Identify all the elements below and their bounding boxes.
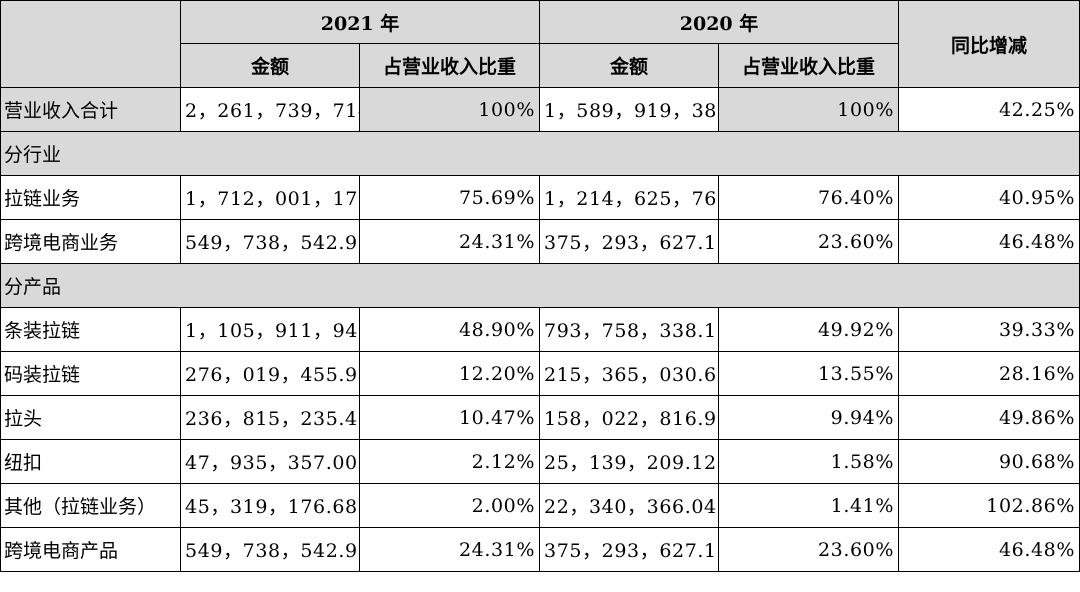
amount-2021-cell: 47，935，357.00: [180, 439, 360, 484]
year-2021-header: 2021 年: [180, 0, 540, 44]
amount-2020-header: 金额: [539, 43, 719, 88]
row-label: 其他（拉链业务）: [0, 483, 181, 528]
row-label: 拉链业务: [0, 175, 181, 220]
total-row: 营业收入合计 2，261，739，714.39 100% 1，589，919，3…: [0, 87, 1080, 132]
share-2021-cell: 2.12%: [359, 439, 540, 484]
table-row: 跨境电商产品 549，738，542.95 24.31% 375，293，627…: [0, 527, 1080, 572]
table-row: 拉链业务 1，712，001，171.44 75.69% 1，214，625，7…: [0, 175, 1080, 220]
share-2020-cell: 76.40%: [718, 175, 899, 220]
share-2020-cell: 13.55%: [718, 351, 899, 396]
amount-2020-cell: 1，214，625，760.85: [539, 175, 719, 220]
change-cell: 49.86%: [898, 395, 1080, 440]
row-label: 跨境电商业务: [0, 219, 181, 264]
share-2021-header: 占营业收入比重: [359, 43, 540, 88]
share-2021-cell: 12.20%: [359, 351, 540, 396]
amount-2021-cell: 45，319，176.68: [180, 483, 360, 528]
share-2020-cell: 49.92%: [718, 307, 899, 352]
share-2020-header: 占营业收入比重: [718, 43, 899, 88]
year-2020-header: 2020 年: [539, 0, 899, 44]
share-2020-cell: 1.58%: [718, 439, 899, 484]
amount-2021-cell: 236，815，235.49: [180, 395, 360, 440]
share-2020-cell: 9.94%: [718, 395, 899, 440]
table-row: 其他（拉链业务） 45，319，176.68 2.00% 22，340，366.…: [0, 483, 1080, 528]
amount-2020-cell: 375，293，627.10: [539, 219, 719, 264]
row-label: 条装拉链: [0, 307, 181, 352]
change-cell: 90.68%: [898, 439, 1080, 484]
table-row: 跨境电商业务 549，738，542.95 24.31% 375，293，627…: [0, 219, 1080, 264]
total-amount-2021: 2，261，739，714.39: [180, 87, 360, 132]
change-cell: 46.48%: [898, 219, 1080, 264]
table-row: 纽扣 47，935，357.00 2.12% 25，139，209.12 1.5…: [0, 439, 1080, 484]
amount-2021-cell: 549，738，542.95: [180, 527, 360, 572]
share-2020-cell: 23.60%: [718, 527, 899, 572]
share-2021-cell: 2.00%: [359, 483, 540, 528]
amount-2020-cell: 22，340，366.04: [539, 483, 719, 528]
total-label: 营业收入合计: [0, 87, 181, 132]
amount-2020-cell: 215，365，030.60: [539, 351, 719, 396]
section-title: 分产品: [0, 263, 1080, 308]
change-header: 同比增减: [898, 0, 1080, 88]
amount-2020-cell: 25，139，209.12: [539, 439, 719, 484]
change-cell: 46.48%: [898, 527, 1080, 572]
revenue-table: 2021 年 2020 年 同比增减 金额 占营业收入比重 金额 占营业收入比重…: [0, 0, 1080, 572]
row-label: 码装拉链: [0, 351, 181, 396]
table-row: 码装拉链 276，019，455.96 12.20% 215，365，030.6…: [0, 351, 1080, 396]
change-cell: 102.86%: [898, 483, 1080, 528]
section-row-product: 分产品: [0, 263, 1080, 308]
amount-2021-cell: 549，738，542.95: [180, 219, 360, 264]
amount-2021-cell: 1，105，911，946.31: [180, 307, 360, 352]
total-amount-2020: 1，589，919，387.95: [539, 87, 719, 132]
total-share-2020: 100%: [718, 87, 899, 132]
share-2020-cell: 23.60%: [718, 219, 899, 264]
row-label: 拉头: [0, 395, 181, 440]
share-2021-cell: 10.47%: [359, 395, 540, 440]
total-change: 42.25%: [898, 87, 1080, 132]
share-2021-cell: 75.69%: [359, 175, 540, 220]
share-2020-cell: 1.41%: [718, 483, 899, 528]
row-label: 纽扣: [0, 439, 181, 484]
share-2021-cell: 24.31%: [359, 527, 540, 572]
amount-2021-cell: 1，712，001，171.44: [180, 175, 360, 220]
section-row-industry: 分行业: [0, 131, 1080, 176]
amount-2020-cell: 793，758，338.16: [539, 307, 719, 352]
table-row: 拉头 236，815，235.49 10.47% 158，022，816.93 …: [0, 395, 1080, 440]
amount-2020-cell: 375，293，627.10: [539, 527, 719, 572]
table-row: 条装拉链 1，105，911，946.31 48.90% 793，758，338…: [0, 307, 1080, 352]
change-cell: 39.33%: [898, 307, 1080, 352]
amount-2021-cell: 276，019，455.96: [180, 351, 360, 396]
share-2021-cell: 24.31%: [359, 219, 540, 264]
change-cell: 28.16%: [898, 351, 1080, 396]
amount-2020-cell: 158，022，816.93: [539, 395, 719, 440]
share-2021-cell: 48.90%: [359, 307, 540, 352]
corner-header-cell: [0, 0, 181, 88]
change-cell: 40.95%: [898, 175, 1080, 220]
section-title: 分行业: [0, 131, 1080, 176]
total-share-2021: 100%: [359, 87, 540, 132]
row-label: 跨境电商产品: [0, 527, 181, 572]
amount-2021-header: 金额: [180, 43, 360, 88]
